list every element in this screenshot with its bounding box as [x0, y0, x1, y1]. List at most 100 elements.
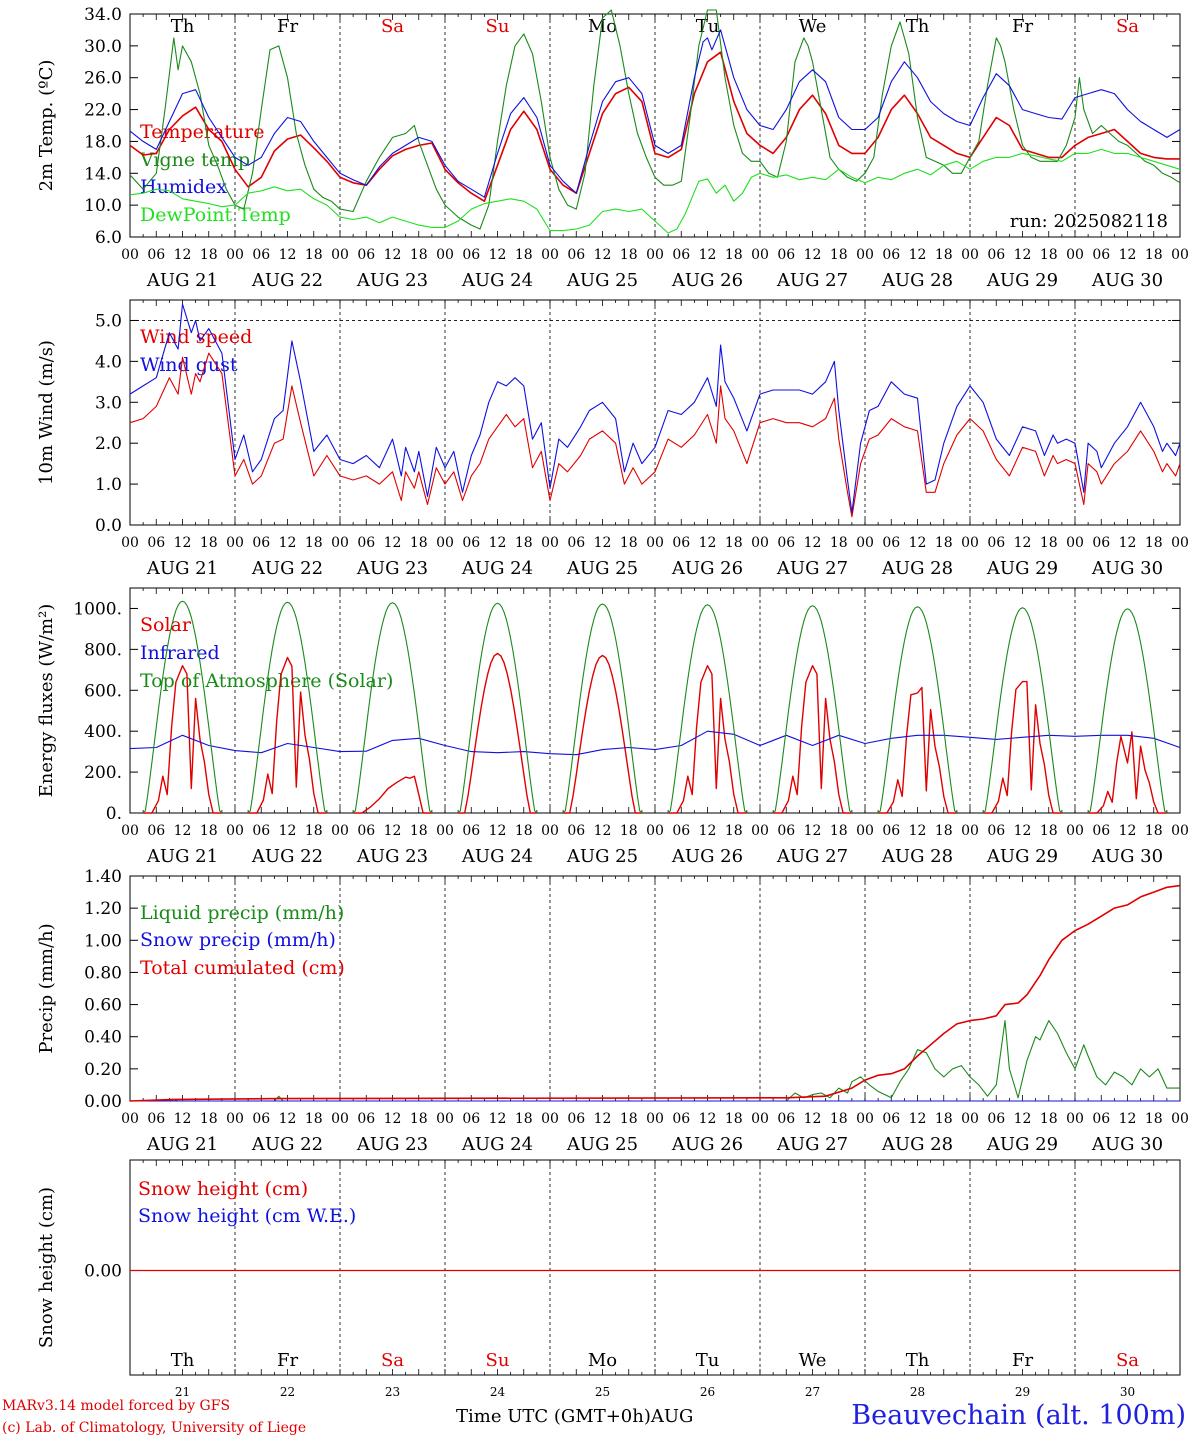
hour-tick-label: 06 — [777, 535, 795, 551]
run-label: run: 2025082118 — [1010, 211, 1168, 232]
day-name-label: Th — [171, 16, 195, 37]
toa-series-line — [247, 601, 328, 814]
date-label: AUG 26 — [671, 270, 743, 291]
day-name-label: Mo — [588, 16, 617, 37]
y-tick-label: 0.60 — [84, 996, 122, 1016]
y-tick-label: 200. — [84, 763, 122, 783]
hour-tick-label: 12 — [1119, 535, 1137, 551]
hour-tick-label: 18 — [830, 247, 848, 263]
hour-tick-label: 06 — [147, 1111, 165, 1127]
date-label: AUG 28 — [881, 846, 953, 867]
date-label: AUG 24 — [461, 558, 533, 579]
hour-tick-label: 12 — [489, 1111, 507, 1127]
hour-tick-label: 06 — [987, 1111, 1005, 1127]
hour-tick-label: 06 — [1092, 823, 1110, 839]
hour-tick-label: 00 — [1066, 1111, 1084, 1127]
hour-tick-label: 00 — [226, 1111, 244, 1127]
day-name-label: Th — [906, 1350, 930, 1371]
y-tick-label: 4.0 — [95, 352, 122, 372]
day-number-label: 25 — [595, 1385, 610, 1399]
day-name-label: Mo — [588, 1350, 617, 1371]
hour-tick-label: 06 — [252, 247, 270, 263]
y-tick-label: 0.00 — [84, 1262, 122, 1282]
y-tick-label: 18.0 — [84, 132, 122, 152]
toa-series-line — [667, 604, 748, 814]
y-tick-label: 1.40 — [84, 867, 122, 887]
hour-tick-label: 18 — [515, 1111, 533, 1127]
hour-tick-label: 00 — [436, 247, 454, 263]
hour-tick-label: 00 — [961, 535, 979, 551]
date-label: AUG 26 — [671, 846, 743, 867]
wind-series-line — [129, 352, 1181, 518]
hour-tick-label: 00 — [751, 247, 769, 263]
day-name-label: Fr — [1012, 1350, 1033, 1371]
hour-tick-label: 18 — [410, 535, 428, 551]
y-axis-label: 10m Wind (m/s) — [36, 340, 57, 485]
solar-series-line — [353, 775, 432, 814]
hour-tick-label: 06 — [1092, 247, 1110, 263]
hour-tick-label: 06 — [147, 535, 165, 551]
hour-tick-label: 12 — [279, 535, 297, 551]
hour-tick-label: 18 — [725, 535, 743, 551]
date-label: AUG 24 — [461, 270, 533, 291]
hour-tick-label: 18 — [620, 247, 638, 263]
hour-tick-label: 00 — [1171, 247, 1189, 263]
solar-series-line — [878, 686, 957, 814]
date-label: AUG 23 — [356, 558, 428, 579]
legend-entry: Snow height (cm W.E.) — [138, 1205, 356, 1227]
hour-tick-label: 12 — [174, 1111, 192, 1127]
temp-series-line — [129, 29, 1181, 198]
hour-tick-label: 00 — [331, 247, 349, 263]
hour-tick-label: 06 — [987, 535, 1005, 551]
panel-snow: 0.00 Snow height (cm) Th 21 Fr 22 Sa 23 Su 24 Mo 25… — [36, 1159, 1181, 1399]
day-number-label: 27 — [805, 1385, 820, 1399]
hour-tick-label: 00 — [541, 823, 559, 839]
hour-tick-label: 06 — [777, 823, 795, 839]
date-label: AUG 29 — [986, 846, 1058, 867]
hour-tick-label: 12 — [1014, 535, 1032, 551]
hour-tick-label: 06 — [672, 1111, 690, 1127]
solar-series-line — [773, 665, 852, 814]
hour-tick-label: 12 — [699, 1111, 717, 1127]
y-tick-label: 30.0 — [84, 37, 122, 57]
day-number-label: 22 — [280, 1385, 295, 1399]
hour-tick-label: 06 — [147, 247, 165, 263]
precip-series-line — [129, 884, 1181, 1102]
toa-series-line — [1087, 608, 1168, 814]
date-label: AUG 21 — [146, 558, 218, 579]
hour-tick-label: 00 — [226, 535, 244, 551]
y-tick-label: 400. — [84, 722, 122, 742]
hour-tick-label: 00 — [331, 1111, 349, 1127]
hour-tick-label: 12 — [804, 1111, 822, 1127]
hour-tick-label: 18 — [935, 535, 953, 551]
hour-tick-label: 00 — [541, 1111, 559, 1127]
y-tick-label: 0.20 — [84, 1060, 122, 1080]
hour-tick-label: 00 — [856, 247, 874, 263]
hour-tick-label: 18 — [725, 247, 743, 263]
date-label: AUG 29 — [986, 558, 1058, 579]
hour-tick-label: 18 — [935, 247, 953, 263]
y-axis-label: Energy fluxes (W/m²) — [36, 604, 57, 798]
hour-tick-label: 18 — [935, 823, 953, 839]
hour-tick-label: 06 — [357, 1111, 375, 1127]
hour-tick-label: 00 — [646, 247, 664, 263]
hour-tick-label: 06 — [1092, 535, 1110, 551]
hour-tick-label: 12 — [804, 535, 822, 551]
day-name-label: We — [799, 16, 827, 37]
hour-tick-label: 06 — [357, 535, 375, 551]
model-credit: MARv3.14 model forced by GFS — [2, 1398, 231, 1414]
date-label: AUG 30 — [1091, 558, 1163, 579]
hour-tick-label: 00 — [646, 1111, 664, 1127]
hour-tick-label: 18 — [200, 535, 218, 551]
hour-tick-label: 00 — [1171, 535, 1189, 551]
hour-tick-label: 00 — [436, 535, 454, 551]
hour-tick-label: 06 — [567, 823, 585, 839]
hour-tick-label: 12 — [384, 247, 402, 263]
date-label: AUG 21 — [146, 846, 218, 867]
hour-tick-label: 18 — [515, 535, 533, 551]
toa-series-line — [877, 606, 958, 814]
legend-entry: Wind speed — [140, 326, 252, 348]
day-name-label: Sa — [1116, 1350, 1139, 1371]
lab-credit: (c) Lab. of Climatology, University of L… — [2, 1420, 307, 1436]
hour-tick-label: 18 — [1145, 247, 1163, 263]
